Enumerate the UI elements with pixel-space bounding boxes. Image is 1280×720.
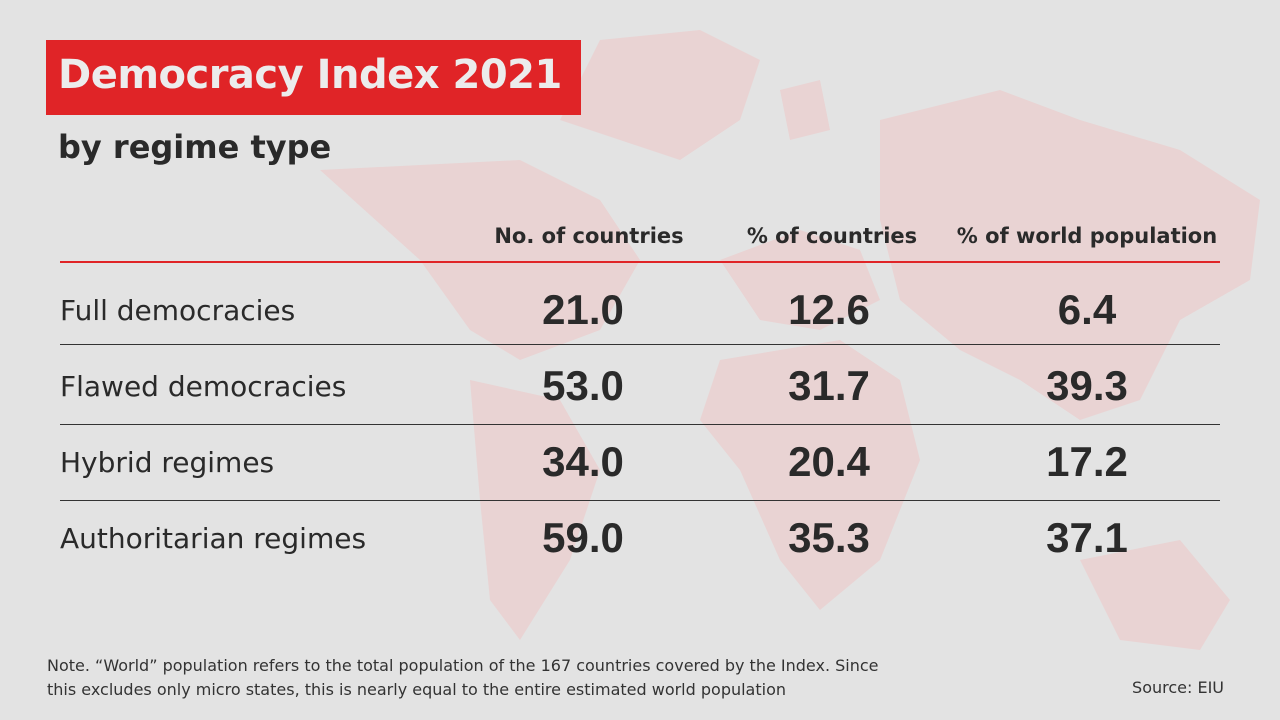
chart-title: Democracy Index 2021 xyxy=(58,52,562,98)
table-cell: 39.3 xyxy=(1046,362,1128,409)
table-cell: 59.0 xyxy=(542,514,624,561)
source-label: Source: EIU xyxy=(1132,678,1224,697)
table-row: Flawed democracies 53.0 31.7 39.3 xyxy=(60,348,1220,424)
row-label: Full democracies xyxy=(60,294,296,327)
footnote: Note. “World” population refers to the t… xyxy=(47,654,879,702)
table-cell: 6.4 xyxy=(1057,286,1117,333)
header-divider xyxy=(60,261,1220,263)
row-divider xyxy=(60,424,1220,425)
table-cell: 53.0 xyxy=(542,362,624,409)
row-label: Flawed democracies xyxy=(60,370,347,403)
column-header-pct-countries: % of countries xyxy=(746,224,918,248)
row-divider xyxy=(60,500,1220,501)
row-label: Authoritarian regimes xyxy=(60,522,367,555)
title-banner xyxy=(46,40,581,115)
table-cell: 35.3 xyxy=(788,514,870,561)
column-header-no-of-countries: No. of countries xyxy=(494,224,684,248)
table-cell: 21.0 xyxy=(542,286,624,333)
table-row: Full democracies 21.0 12.6 6.4 xyxy=(60,272,1220,348)
footnote-line: this excludes only micro states, this is… xyxy=(47,680,787,699)
table-row: Hybrid regimes 34.0 20.4 17.2 xyxy=(60,424,1220,500)
column-header-pct-world-population: % of world population xyxy=(956,224,1218,248)
row-divider xyxy=(60,344,1220,345)
table-cell: 17.2 xyxy=(1046,438,1128,485)
table-cell: 37.1 xyxy=(1046,514,1128,561)
table-cell: 34.0 xyxy=(542,438,624,485)
row-label: Hybrid regimes xyxy=(60,446,275,479)
chart-subtitle: by regime type xyxy=(58,128,332,166)
footnote-line: Note. “World” population refers to the t… xyxy=(47,656,879,675)
table-cell: 20.4 xyxy=(788,438,870,485)
table-cell: 31.7 xyxy=(788,362,870,409)
table-row: Authoritarian regimes 59.0 35.3 37.1 xyxy=(60,500,1220,576)
table-cell: 12.6 xyxy=(788,286,870,333)
